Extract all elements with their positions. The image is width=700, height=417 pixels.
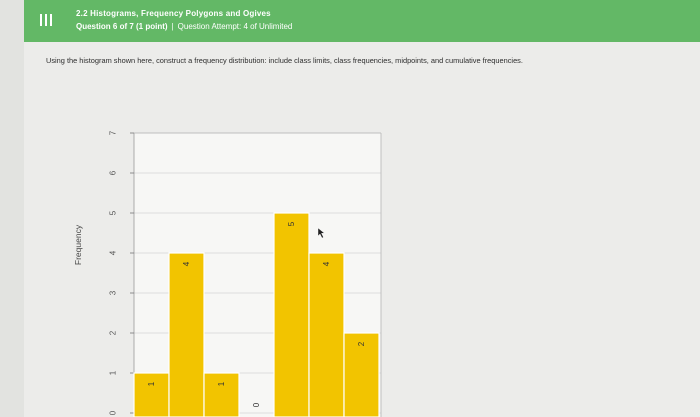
histogram-bar [168, 252, 205, 417]
y-tick-label: 3 [109, 290, 118, 295]
y-tick-label: 1 [109, 370, 118, 375]
bar-data-label: 5 [287, 221, 296, 226]
question-attempt: Question Attempt: 4 of Unlimited [177, 22, 293, 31]
y-tick-label: 0 [109, 410, 118, 415]
question-info: Question 6 of 7 (1 point) | Question Attem… [76, 22, 292, 31]
y-tick-label: 2 [109, 330, 118, 335]
histogram-bar [343, 332, 380, 417]
question-number: Question 6 of 7 (1 point) [76, 22, 168, 31]
instructions-text: Using the histogram shown here, construc… [46, 56, 523, 65]
separator: | [171, 22, 174, 31]
y-tick-label: 4 [109, 250, 118, 255]
histogram-bar [133, 372, 170, 417]
y-tick-label: 5 [109, 210, 118, 215]
bar-data-label: 1 [217, 381, 226, 386]
histogram-bar [203, 372, 240, 417]
histogram-bar [308, 252, 345, 417]
header-bar: 2.2 Histograms, Frequency Polygons and O… [24, 0, 700, 42]
menu-icon[interactable] [36, 10, 58, 30]
bar-data-label: 0 [252, 402, 261, 407]
bar-data-label: 2 [357, 341, 366, 346]
bar-data-label: 4 [322, 261, 331, 266]
mouse-cursor-icon [317, 227, 326, 239]
histogram-bar [273, 212, 310, 417]
bar-data-label: 4 [182, 261, 191, 266]
bar-data-label: 1 [147, 381, 156, 386]
y-tick-label: 7 [109, 130, 118, 135]
y-tick-label: 6 [109, 170, 118, 175]
section-title: 2.2 Histograms, Frequency Polygons and O… [76, 9, 271, 18]
